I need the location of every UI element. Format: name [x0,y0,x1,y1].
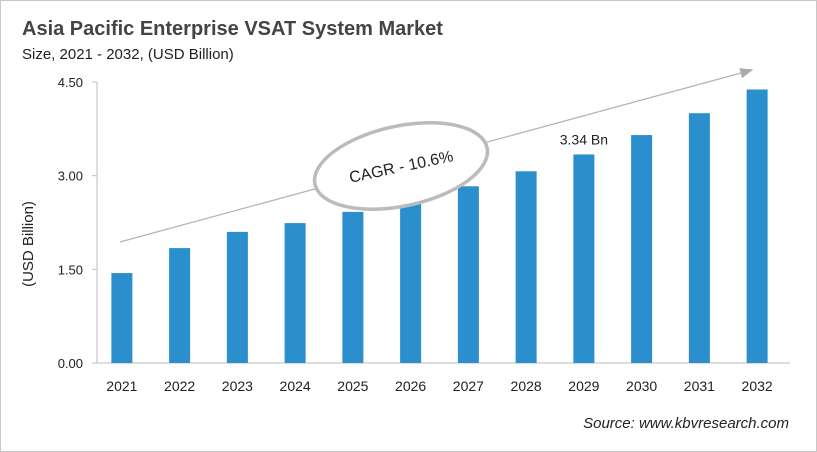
bar-2023 [226,231,248,363]
bar-2026 [400,200,422,363]
chart-subtitle: Size, 2021 - 2032, (USD Billion) [22,46,234,63]
y-tick-label: 1.50 [58,262,83,277]
x-tick-label: 2029 [568,378,599,394]
x-tick-label: 2025 [337,378,368,394]
bar-2021 [111,273,133,363]
bar-2029 [573,154,595,363]
x-tick-label: 2032 [742,378,773,394]
bar-2031 [688,113,710,363]
y-tick-label: 3.00 [58,169,83,184]
y-axis-title: (USD Billion) [20,201,37,287]
x-tick-label: 2030 [626,378,657,394]
y-tick-label: 0.00 [58,356,83,371]
x-tick-label: 2027 [453,378,484,394]
source-note: Source: www.kbvresearch.com [583,415,789,432]
x-tick-label: 2026 [395,378,426,394]
bar-2030 [631,135,653,363]
bar-2027 [457,186,479,363]
x-tick-label: 2028 [511,378,542,394]
bar-2024 [284,223,306,363]
x-tick-label: 2021 [106,378,137,394]
bar-2032 [746,89,768,363]
bar-2022 [169,248,191,363]
chart-title: Asia Pacific Enterprise VSAT System Mark… [22,18,443,40]
bar-2025 [342,211,364,363]
x-tick-label: 2031 [684,378,715,394]
x-tick-label: 2022 [164,378,195,394]
bar-2028 [515,171,537,363]
data-label-2029: 3.34 Bn [560,131,608,147]
cagr-callout: CAGR - 10.6% [312,121,490,211]
x-tick-label: 2024 [280,378,311,394]
y-tick-label: 4.50 [58,75,83,90]
x-tick-label: 2023 [222,378,253,394]
